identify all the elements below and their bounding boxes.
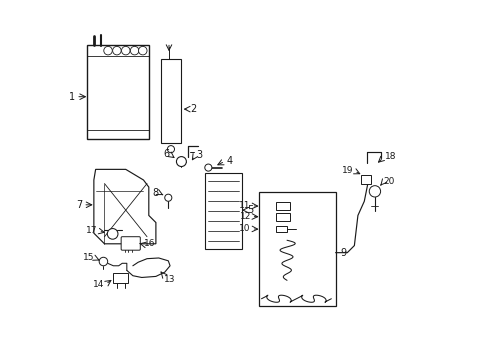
Text: 16: 16 <box>143 239 155 248</box>
Text: 18: 18 <box>384 153 395 162</box>
Text: 3: 3 <box>196 150 202 160</box>
Text: 10: 10 <box>239 224 250 233</box>
Text: 6: 6 <box>163 149 169 159</box>
Text: 11: 11 <box>239 201 250 210</box>
Circle shape <box>112 46 121 55</box>
Bar <box>276 202 289 210</box>
Bar <box>161 59 181 143</box>
Text: 19: 19 <box>342 166 353 175</box>
Text: 8: 8 <box>152 188 159 198</box>
Circle shape <box>167 145 174 153</box>
Circle shape <box>103 46 112 55</box>
Circle shape <box>99 257 107 266</box>
Bar <box>360 175 370 184</box>
Bar <box>113 273 128 283</box>
Text: 20: 20 <box>383 177 394 186</box>
Text: 9: 9 <box>340 248 346 258</box>
Bar <box>276 213 289 221</box>
Text: 7: 7 <box>76 200 82 210</box>
FancyBboxPatch shape <box>121 237 140 250</box>
Circle shape <box>164 194 171 201</box>
Text: 2: 2 <box>190 104 197 114</box>
Circle shape <box>138 46 147 55</box>
Text: 1: 1 <box>69 92 75 102</box>
Text: 5: 5 <box>247 205 253 215</box>
Circle shape <box>368 186 380 197</box>
Bar <box>259 192 335 306</box>
Text: 15: 15 <box>83 253 95 262</box>
Text: 12: 12 <box>239 212 250 221</box>
Circle shape <box>204 164 211 171</box>
Text: 4: 4 <box>225 156 232 166</box>
Bar <box>86 45 148 139</box>
Circle shape <box>107 229 118 239</box>
Circle shape <box>176 157 186 167</box>
Text: 17: 17 <box>86 226 97 235</box>
Text: 13: 13 <box>163 275 175 284</box>
Circle shape <box>130 46 139 55</box>
Bar <box>276 226 286 233</box>
Text: 14: 14 <box>93 280 104 289</box>
Bar <box>204 173 242 249</box>
Circle shape <box>121 46 130 55</box>
